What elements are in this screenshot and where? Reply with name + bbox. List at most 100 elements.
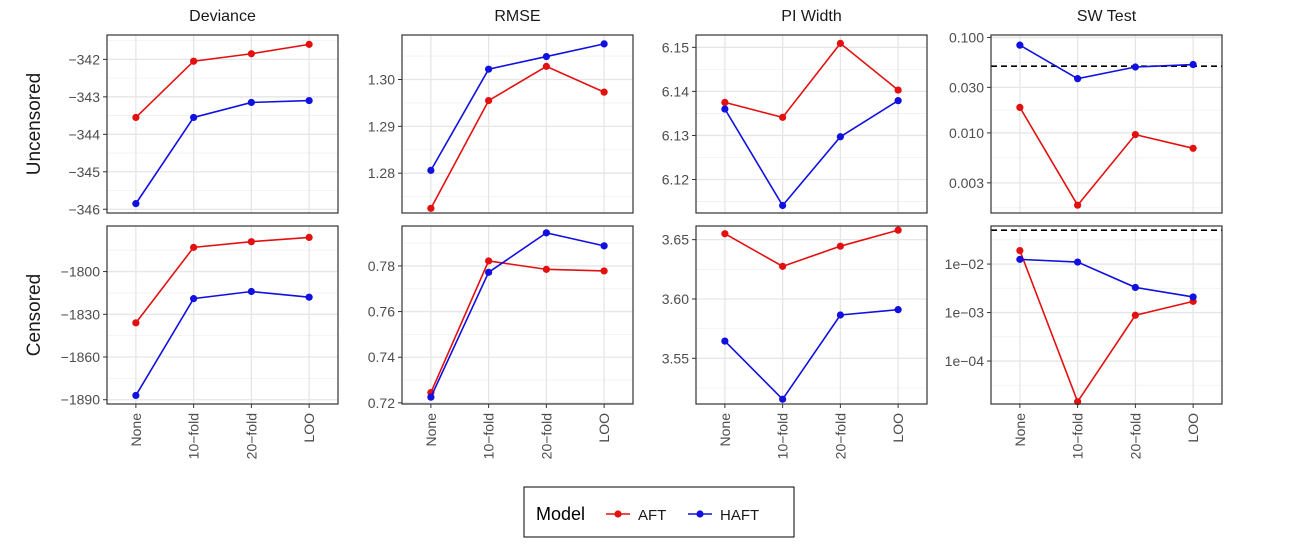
y-tick-label: 6.12 [662,172,689,188]
data-point-haft [190,113,198,122]
data-point-aft [485,96,493,105]
data-point-haft [836,133,844,141]
y-tick-label: 1.28 [368,165,395,181]
x-tick-label: None [717,413,733,447]
data-point-haft [1074,258,1082,266]
panel-pi-width-uncensored: 6.15 6.14 6.13 6.12 [662,34,928,214]
x-tick-label: 20−fold [243,413,259,459]
x-tick-label: 20−fold [832,413,848,459]
data-point-haft [542,229,550,237]
series-line-haft [430,43,605,171]
data-point-haft [247,98,255,107]
series-line-haft [1019,258,1194,298]
data-point-haft [132,200,140,208]
data-point-aft [132,319,140,327]
x-tick-label: 10−fold [186,413,202,459]
y-tick-label: 3.65 [662,232,689,248]
y-tick-label: −346 [68,201,100,217]
y-tick-label: 3.55 [662,350,689,366]
y-tick-label: 0.78 [368,258,395,274]
data-point-aft [600,267,608,275]
facet-title-pi-width: PI Width [781,8,841,25]
data-point-haft [1016,255,1024,263]
data-point-aft [836,39,844,47]
data-point-haft [894,97,902,105]
facet-row-title-uncensored: Uncensored [24,73,45,175]
panel-border [401,34,634,214]
data-point-aft [427,204,435,212]
data-point-aft [779,113,787,121]
panels-layer: Deviance RMSE PI Width SW Test Uncensored Cen… [24,8,1223,459]
panel-border [106,34,339,214]
data-point-aft [1189,144,1197,152]
data-point-aft [190,243,198,251]
data-point-aft [542,265,550,273]
y-tick-label: 1e−03 [945,305,985,321]
y-tick-label: 3.60 [662,291,689,307]
series-line-aft [135,43,310,119]
panel-pi-width-censored: 3.65 3.60 3.55 None 10−fold 20−fold LOO [662,225,928,459]
data-point-haft [247,287,255,296]
data-point-haft [779,395,787,403]
y-tick-label: 0.003 [949,175,984,191]
data-point-haft [1131,63,1139,71]
data-point-haft [721,337,729,345]
data-point-aft [721,230,729,238]
data-point-aft [836,242,844,250]
x-tick-label: 10−fold [1070,413,1086,459]
y-tick-label: −1800 [61,264,101,280]
series-line-haft [1019,44,1194,80]
data-point-haft [305,293,313,301]
data-point-aft [1016,103,1024,111]
data-point-haft [600,40,608,48]
facet-row-title-censored: Censored [24,274,45,356]
y-tick-label: −1830 [61,306,101,322]
facet-title-rmse: RMSE [494,8,540,25]
data-point-haft [427,393,435,401]
data-point-aft [542,62,550,70]
series-line-haft [724,99,899,207]
data-point-haft [600,242,608,250]
data-point-haft [836,311,844,319]
data-point-haft [1131,283,1139,292]
data-point-aft [779,262,787,270]
x-tick-label: LOO [301,413,317,443]
data-point-haft [894,306,902,314]
x-tick-label: 20−fold [538,413,554,459]
panel-border [695,34,928,214]
data-point-aft [600,88,608,96]
series-line-aft [1019,250,1194,404]
data-point-haft [1189,293,1197,301]
panel-sw-test-uncensored: 0.100 0.030 0.010 0.003 [949,29,1223,214]
data-point-aft [247,238,255,246]
y-tick-label: −1860 [61,349,101,365]
y-tick-label: −343 [68,89,100,105]
data-point-aft [894,226,902,234]
data-point-aft [1074,201,1082,209]
panel-rmse-uncensored: 1.30 1.29 1.28 [368,34,634,214]
y-tick-label: −345 [68,164,100,180]
facet-title-sw-test: SW Test [1077,8,1137,25]
data-point-haft [485,268,493,276]
legend: Model AFT HAFT [523,486,795,538]
y-tick-label: 6.14 [662,83,689,99]
data-point-aft [305,233,313,241]
panel-border [401,225,634,405]
y-tick-label: 0.100 [949,29,984,45]
data-point-haft [1016,41,1024,49]
data-point-haft [779,201,787,210]
y-tick-label: 1.29 [368,118,395,134]
y-tick-label: 1e−04 [945,353,985,369]
panel-border [106,225,339,405]
series-line-aft [1019,106,1194,207]
data-point-haft [485,65,493,73]
series-line-haft [724,308,899,401]
legend-box [523,486,795,538]
series-line-haft [430,231,605,398]
panel-deviance-uncensored: −342 −343 −344 −345 −346 [68,34,339,217]
legend-label-aft: AFT [638,507,666,524]
x-tick-label: 10−fold [775,413,791,459]
data-point-haft [721,105,729,113]
